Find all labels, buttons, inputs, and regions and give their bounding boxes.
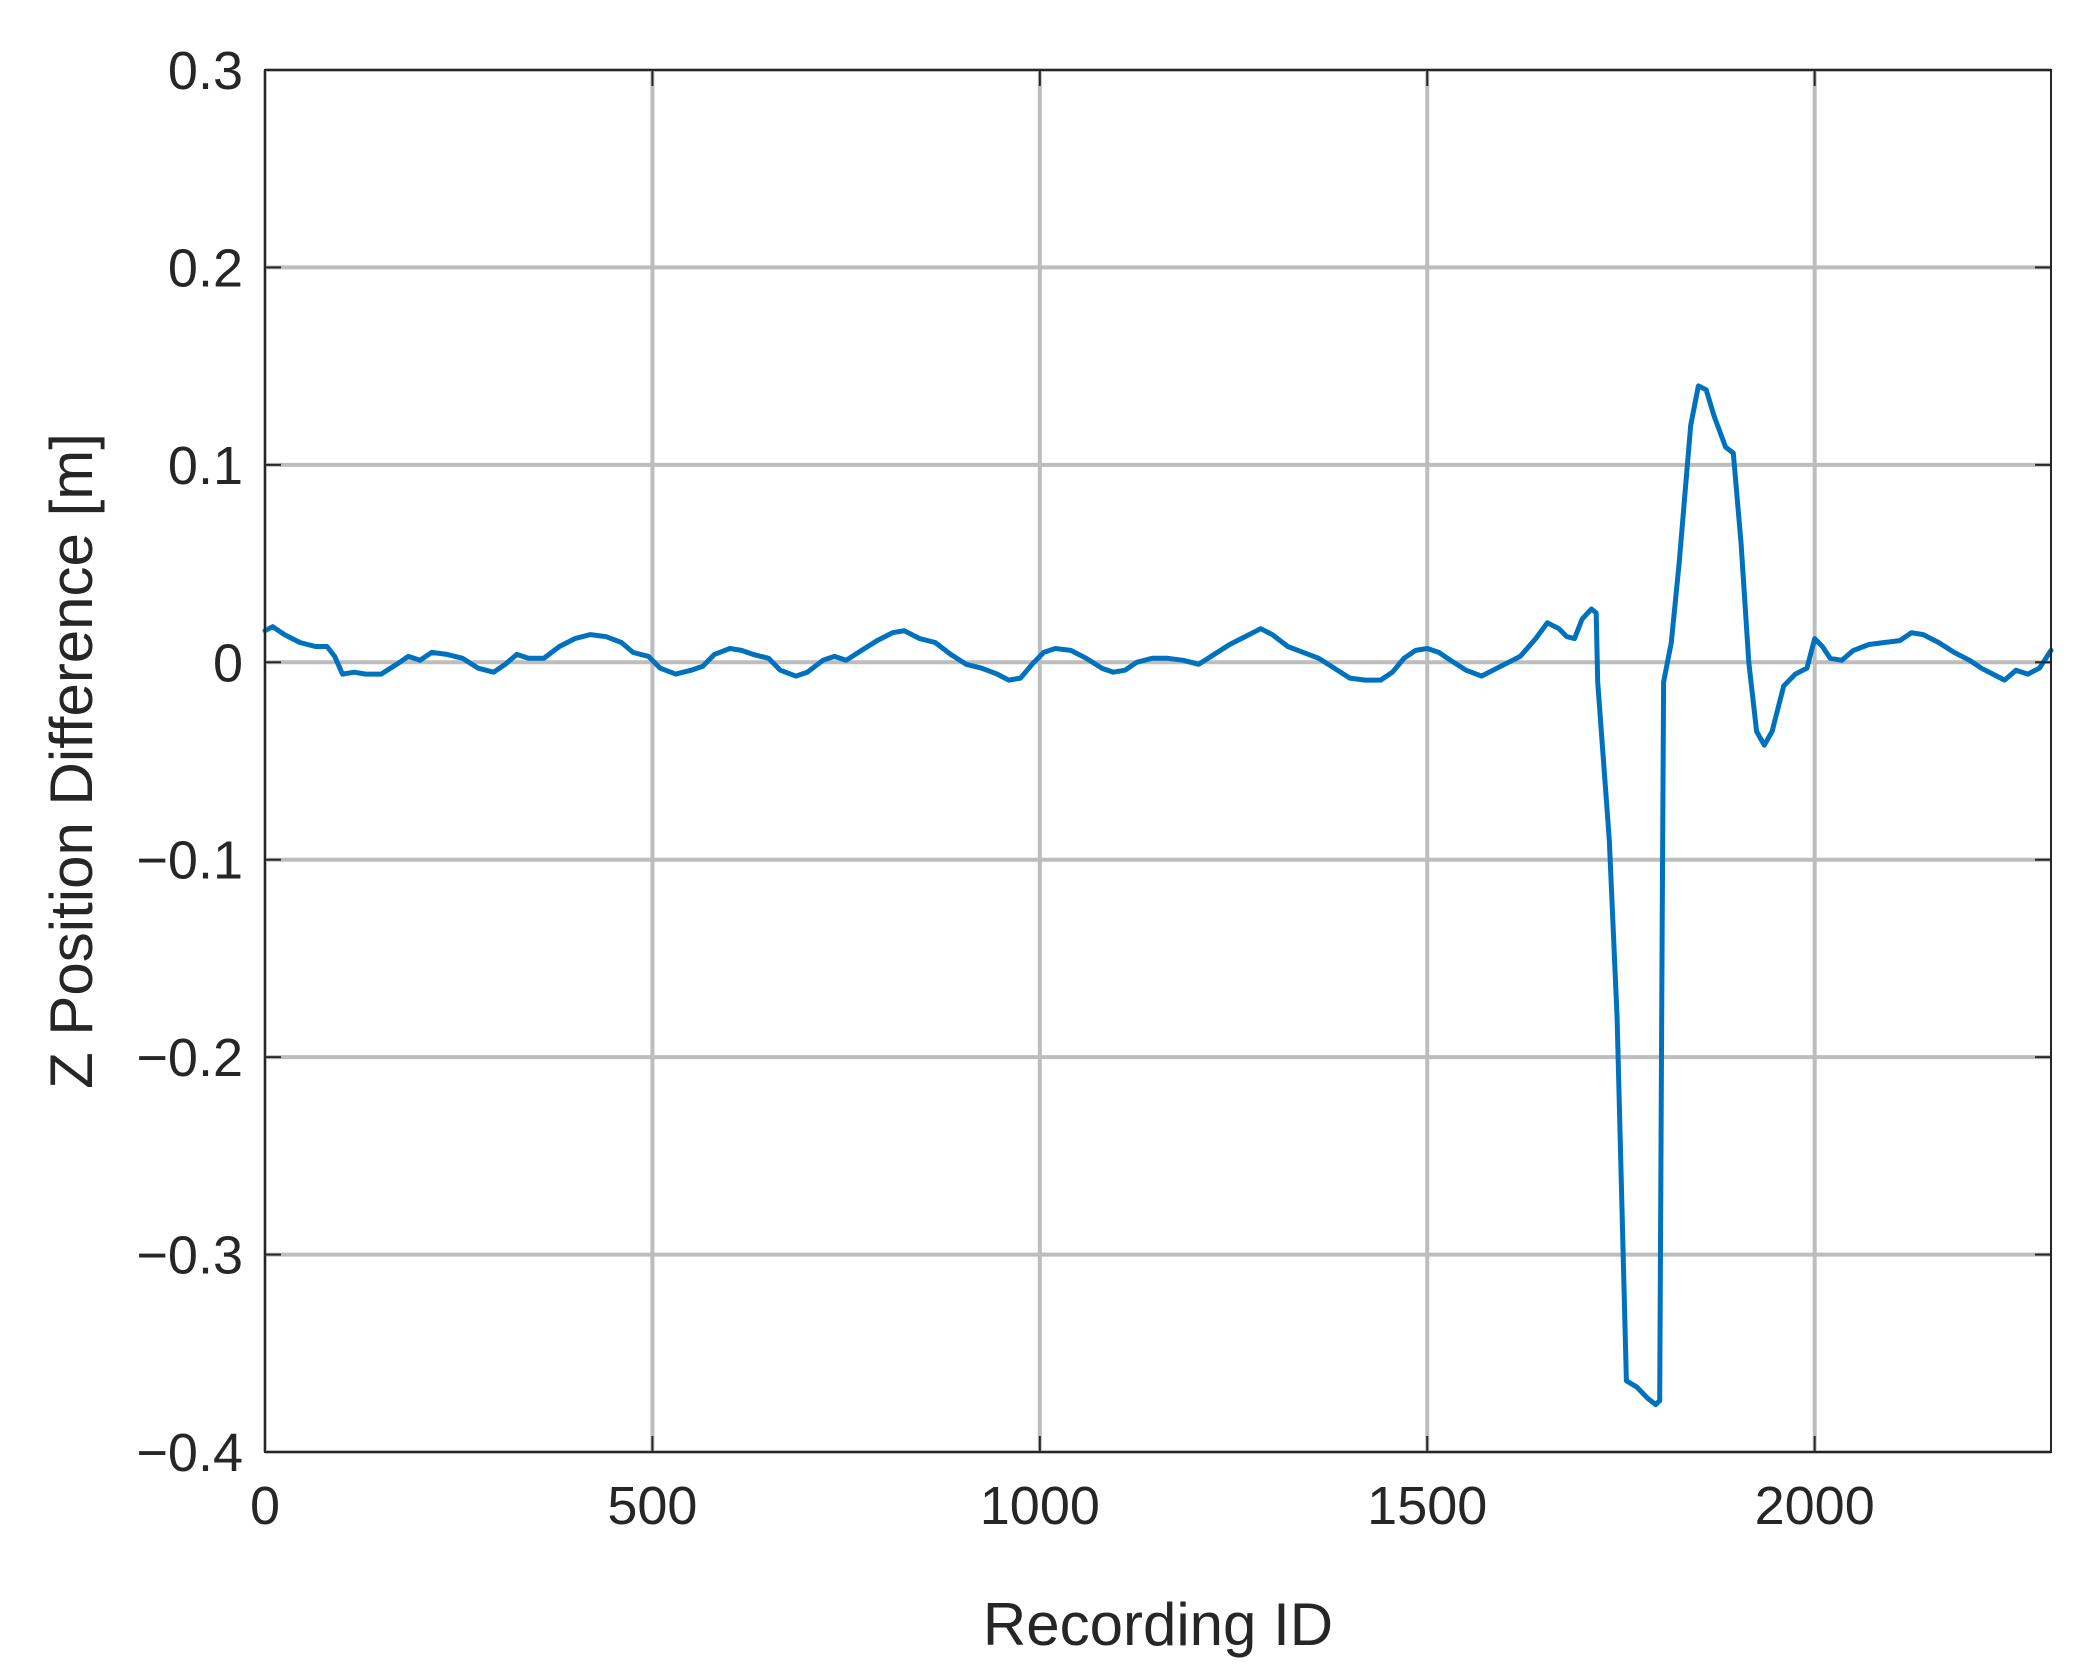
- y-tick-label: −0.1: [136, 831, 243, 891]
- y-axis-title: Z Position Difference [m]: [38, 433, 105, 1089]
- series-line: [262, 383, 2054, 1408]
- y-tick-label: 0.2: [168, 238, 243, 298]
- y-tick-label: −0.4: [136, 1423, 243, 1483]
- y-tick-label: 0.1: [168, 436, 243, 496]
- x-axis-title: Recording ID: [983, 1591, 1333, 1658]
- plot-frame: [264, 69, 2052, 1453]
- tick-marks: [264, 69, 2051, 1453]
- series-group: [262, 383, 2054, 1408]
- x-tick-label: 500: [607, 1476, 697, 1536]
- y-tick-labels: −0.4 −0.3 −0.2 −0.1 0 0.1 0.2 0.3: [136, 41, 243, 1483]
- x-tick-label: 2000: [1755, 1476, 1875, 1536]
- y-tick-label: −0.3: [136, 1226, 243, 1286]
- y-tick-label: 0: [213, 633, 243, 693]
- x-tick-labels: 0 500 1000 1500 2000: [250, 1476, 1875, 1536]
- y-tick-label: −0.2: [136, 1028, 243, 1088]
- x-tick-label: 1500: [1367, 1476, 1487, 1536]
- x-tick-label: 1000: [980, 1476, 1100, 1536]
- x-tick-label: 0: [250, 1476, 280, 1536]
- y-tick-label: 0.3: [168, 41, 243, 101]
